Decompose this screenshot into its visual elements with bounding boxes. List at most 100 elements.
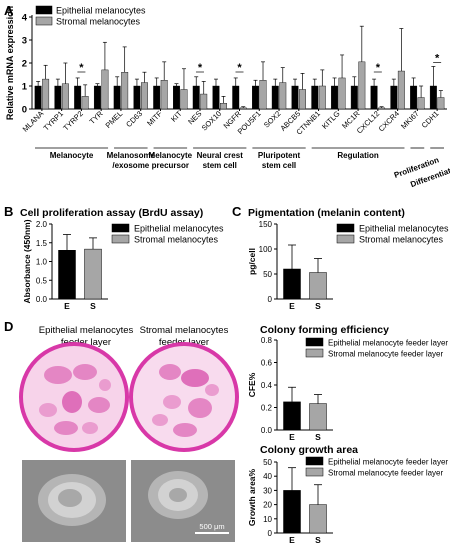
bar xyxy=(311,85,319,110)
bar xyxy=(252,85,259,110)
x-tick-label: E xyxy=(64,301,70,311)
bar xyxy=(318,85,326,110)
y-tick-label: 3 xyxy=(22,36,27,47)
legend-swatch xyxy=(35,5,53,15)
bar xyxy=(81,96,89,110)
chart-b-title: Cell proliferation assay (BrdU assay) xyxy=(20,207,203,219)
y-tick-label: 0 xyxy=(22,105,27,116)
legend-swatch xyxy=(111,223,130,233)
x-tick-label: PMEL xyxy=(104,109,125,130)
bar xyxy=(212,85,220,110)
panel-letter-d: D xyxy=(4,319,13,334)
bar xyxy=(429,85,437,110)
y-tick-label: 1.5 xyxy=(36,239,48,248)
x-tick-label: E xyxy=(289,535,295,545)
legend-label: Epithelial melanocytes xyxy=(134,224,224,234)
bar xyxy=(397,70,405,110)
x-tick-label: S xyxy=(315,301,321,311)
x-tick-label: MKI67 xyxy=(399,109,421,131)
dish-stromal xyxy=(129,342,239,452)
bar xyxy=(309,272,327,300)
significance-mark: * xyxy=(79,62,84,74)
y-tick-label: 0.0 xyxy=(36,295,48,304)
x-tick-label: E xyxy=(289,432,295,442)
bar xyxy=(121,71,129,110)
y-tick-label: 0.4 xyxy=(261,381,273,390)
y-tick-label: 10 xyxy=(263,515,272,524)
bar xyxy=(153,85,161,110)
bar xyxy=(271,85,279,110)
bar xyxy=(93,85,101,110)
bar xyxy=(410,85,418,110)
bar xyxy=(390,85,398,110)
chart-b: 0.0 0.5 1.0 1.5 2.0 Absorbance (450nm) E S Epith… xyxy=(22,219,224,311)
bar xyxy=(370,85,378,110)
group-label: stem cell xyxy=(203,161,237,170)
legend-label: Stromal melanocytes xyxy=(56,17,141,27)
group-label: Pluripotent xyxy=(258,151,301,160)
chart-a: 0 1 2 3 4 Relative mRNA expression Epithelial … xyxy=(5,6,450,190)
legend-label: Epithelial melanocyte feeder layer xyxy=(328,458,448,467)
bar xyxy=(259,80,267,110)
bar xyxy=(378,107,386,110)
y-axis-title: Growth area% xyxy=(247,468,257,526)
legend-swatch xyxy=(336,234,355,244)
y-tick-label: 150 xyxy=(259,220,273,229)
y-axis-title: Absorbance (450nm) xyxy=(22,219,32,303)
photo-epi-label-2: feeder layer xyxy=(61,337,111,348)
micrograph-stromal: 500 μm xyxy=(131,460,235,542)
bar xyxy=(279,82,287,110)
bar xyxy=(54,85,62,110)
y-tick-label: 0 xyxy=(268,529,273,538)
bar xyxy=(160,80,168,110)
bar xyxy=(84,248,102,300)
y-axis-title: Relative mRNA expression xyxy=(5,6,15,120)
chart-area: 0 10 20 30 40 50 Growth area% E S Epithelial mela… xyxy=(247,456,448,545)
y-tick-label: 1 xyxy=(22,82,28,93)
y-tick-label: 0.0 xyxy=(261,426,273,435)
legend-swatch xyxy=(305,348,324,358)
bar xyxy=(291,85,299,110)
micrograph-epithelial xyxy=(22,460,126,542)
significance-mark: * xyxy=(435,52,440,64)
group-label: /exosome xyxy=(112,161,149,170)
legend-label: Stromal melanocytes xyxy=(359,235,444,245)
y-tick-label: 50 xyxy=(263,270,272,279)
y-tick-label: 40 xyxy=(263,472,272,481)
legend-label: Epithelial melanocytes xyxy=(56,6,146,16)
group-label: Regulation xyxy=(337,151,378,160)
x-tick-label: CDH1 xyxy=(420,109,441,130)
x-tick-label: S xyxy=(315,535,321,545)
group-label: Neural crest xyxy=(197,151,244,160)
legend-swatch xyxy=(336,223,355,233)
bar xyxy=(180,89,188,110)
bar xyxy=(239,107,247,110)
group-label: Melanosome xyxy=(107,151,156,160)
photo-str-label-1: Stromal melanocytes xyxy=(140,325,229,336)
x-tick-label: SOX10 xyxy=(200,109,223,132)
y-tick-label: 2.0 xyxy=(36,220,48,229)
y-tick-label: 0.5 xyxy=(36,276,48,285)
bar xyxy=(173,85,180,110)
group-label: Melanocyte xyxy=(149,151,193,160)
panel-letter-c: C xyxy=(232,204,242,219)
bar xyxy=(192,85,200,110)
bar xyxy=(309,504,327,534)
legend-swatch xyxy=(35,16,53,26)
bar xyxy=(417,97,425,110)
y-tick-label: 0.6 xyxy=(261,359,273,368)
bar xyxy=(338,77,346,110)
y-tick-label: 30 xyxy=(263,486,272,495)
dish-epithelial xyxy=(19,342,129,452)
legend-label: Epithelial melanocyte feeder layer xyxy=(328,339,448,348)
legend-label: Stromal melanocytes xyxy=(134,235,219,245)
y-axis-title: pg/cell xyxy=(247,248,257,275)
x-tick-label: S xyxy=(90,301,96,311)
bar xyxy=(358,61,366,110)
y-tick-label: 0 xyxy=(268,295,273,304)
bar xyxy=(299,89,306,110)
bar xyxy=(331,85,339,110)
significance-mark: * xyxy=(237,62,242,74)
legend-swatch xyxy=(305,456,324,466)
bar xyxy=(140,82,148,110)
